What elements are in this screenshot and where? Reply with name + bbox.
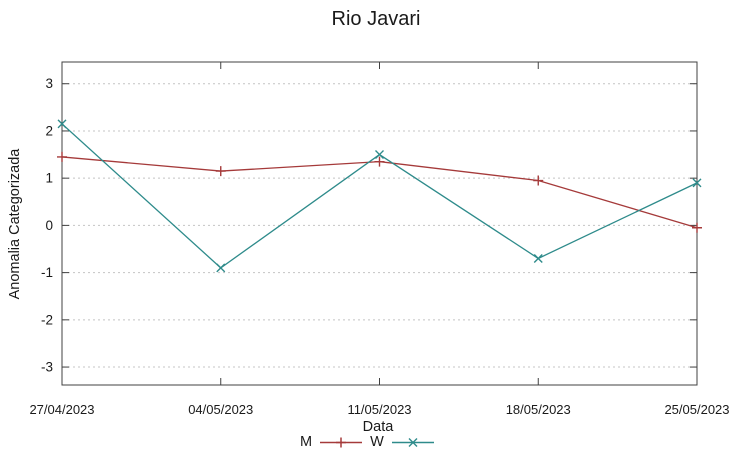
plot-border xyxy=(61,61,698,386)
legend-line-sample-m xyxy=(320,437,363,447)
series-line-m xyxy=(61,156,698,229)
x-axis-label: Data xyxy=(362,419,394,435)
plus-marker-m xyxy=(692,222,702,233)
y-tick-label: 3 xyxy=(45,76,53,91)
y-tick-label: 0 xyxy=(45,218,53,233)
y-tick-label: 2 xyxy=(45,123,53,138)
x-marker-w xyxy=(692,178,702,188)
x-tick-label: 27/04/2023 xyxy=(29,402,94,417)
y-tick-label: -3 xyxy=(41,360,53,375)
series-line-w xyxy=(61,123,698,269)
legend: M W xyxy=(300,434,435,450)
plus-marker-m xyxy=(215,166,226,177)
x-tick-label: 04/05/2023 xyxy=(188,402,253,417)
x-tick-label: 11/05/2023 xyxy=(347,402,411,417)
x-marker-w xyxy=(375,150,384,160)
x-tick-label: 18/05/2023 xyxy=(506,402,571,417)
chart-title: Rio Javari xyxy=(331,8,421,30)
x-marker-icon xyxy=(408,437,418,447)
legend-label-m: M xyxy=(300,434,313,450)
legend-label-w: W xyxy=(370,434,384,450)
x-marker-w xyxy=(533,253,543,263)
x-marker-w xyxy=(57,119,67,129)
y-tick-label: -2 xyxy=(41,312,53,327)
plus-marker-m xyxy=(533,175,544,186)
plus-marker-m xyxy=(374,156,385,167)
y-tick-label: -1 xyxy=(41,265,53,280)
plus-marker-icon xyxy=(336,437,347,447)
plus-marker-m xyxy=(57,151,67,162)
legend-line-sample-w xyxy=(391,437,434,447)
x-marker-w xyxy=(216,263,226,273)
y-tick-label: 1 xyxy=(45,171,53,186)
x-tick-label: 25/05/2023 xyxy=(664,402,729,417)
